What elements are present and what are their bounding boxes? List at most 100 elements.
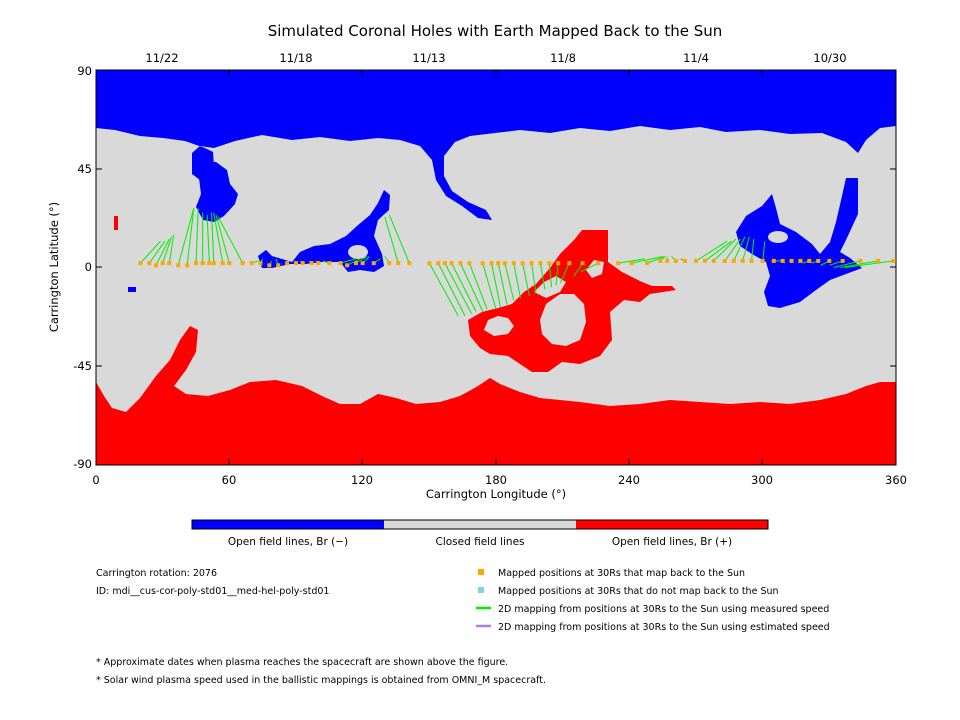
mapping-line [346,258,361,266]
mapping-line [148,240,166,264]
mapped-point [338,261,343,266]
mapping-line [522,263,530,297]
date-tick-label: 11/8 [550,51,576,65]
mapped-point [227,261,232,266]
mapped-point [665,258,670,263]
mapped-point [496,261,501,266]
mapped-point [771,258,776,263]
mapping-line [713,238,737,262]
mapped-point [731,258,736,263]
x-tick-label: 120 [351,473,373,487]
mapped-point [354,261,358,266]
mapped-point [520,261,525,266]
mapping-line [195,208,199,264]
mapped-point [200,261,205,266]
date-tick-label: 10/30 [813,51,846,65]
mapping-line [833,260,861,268]
colorbar-label-closed: Closed field lines [435,536,524,548]
y-tick-label: -45 [73,359,92,373]
mapped-point [249,261,254,266]
mapped-point [629,261,634,266]
mapped-point [442,261,447,266]
map-background [96,70,896,465]
mapped-point [387,261,392,266]
date-tick-label: 11/22 [145,51,178,65]
mapped-point [529,261,534,266]
north-polar-coronal-hole [96,70,896,220]
mapped-point [160,261,165,266]
chart-title: Simulated Coronal Holes with Earth Mappe… [268,22,723,40]
closed-island [540,294,586,346]
mapped-point [538,261,543,266]
y-tick-label: 45 [77,162,92,176]
mapped-point [694,258,698,263]
mapped-point [858,258,863,263]
mapping-line [559,262,570,284]
mapped-point [240,261,245,266]
colorbar-label-positive: Open field lines, Br (+) [612,536,732,548]
mapped-point [489,261,494,266]
mapping-line [513,263,521,299]
small-neg-spot [128,287,136,292]
mapping-line [340,258,357,264]
closed-island [534,276,566,298]
mapping-line [539,263,546,290]
mapping-line [751,238,755,261]
mapped-point [327,261,332,266]
mapped-point [674,258,678,263]
mapping-line [844,260,894,268]
mapped-point [220,261,225,266]
mapping-line [384,216,399,264]
axis-tick-marks [96,70,896,465]
mapped-point [567,261,572,266]
mapped-point [616,261,621,266]
coronal-hole-neg-c [736,178,862,308]
mapped-point [807,258,812,263]
mapping-line [704,240,732,262]
mapped-point [267,263,272,268]
legend-estimated-label: 2D mapping from positions at 30Rs to the… [498,622,830,633]
mapping-line [428,262,459,317]
mapping-line [162,236,173,264]
mapped-point [789,258,794,263]
y-tick-label: -90 [73,457,92,471]
mapping-line [140,240,161,264]
colorbar-negative [192,520,384,529]
south-polar-coronal-hole [96,326,896,465]
legend-unmapped-marker [478,587,484,593]
mapping-line [213,212,224,264]
mapped-point [547,261,552,266]
mapped-point [827,258,832,263]
mapped-point [294,261,298,266]
mapped-point [556,261,561,266]
mapped-point [740,258,745,263]
legend-mapped-label: Mapped positions at 30Rs that map back t… [498,568,745,579]
mapping-line [724,238,741,262]
mapping-line [211,212,215,264]
mapped-point [467,261,472,266]
mapped-point [316,261,321,266]
mapping-line [451,262,477,312]
x-tick-label: 0 [92,473,99,487]
legend-mapped-marker [478,569,484,575]
mapping-line [742,236,750,262]
mapping-line [618,258,645,264]
mapped-point [816,258,821,263]
mapping-line [497,263,508,305]
colorbar-closed [384,520,576,529]
mapped-point [798,258,803,263]
x-tick-label: 240 [618,473,640,487]
closed-island [484,316,514,336]
note-dates: * Approximate dates when plasma reaches … [96,657,508,668]
mapped-point [702,258,707,263]
colorbar-positive [576,520,768,529]
y-tick-labels: 90 45 0 -45 -90 [73,64,92,471]
mapped-point [458,261,463,266]
mapped-point [891,258,896,263]
mapped-point [645,261,650,266]
small-pos-spot [114,216,118,230]
mapping-line [531,263,537,294]
date-tick-label: 11/4 [683,51,709,65]
mapping-line [631,256,663,264]
mapped-point [309,261,314,266]
